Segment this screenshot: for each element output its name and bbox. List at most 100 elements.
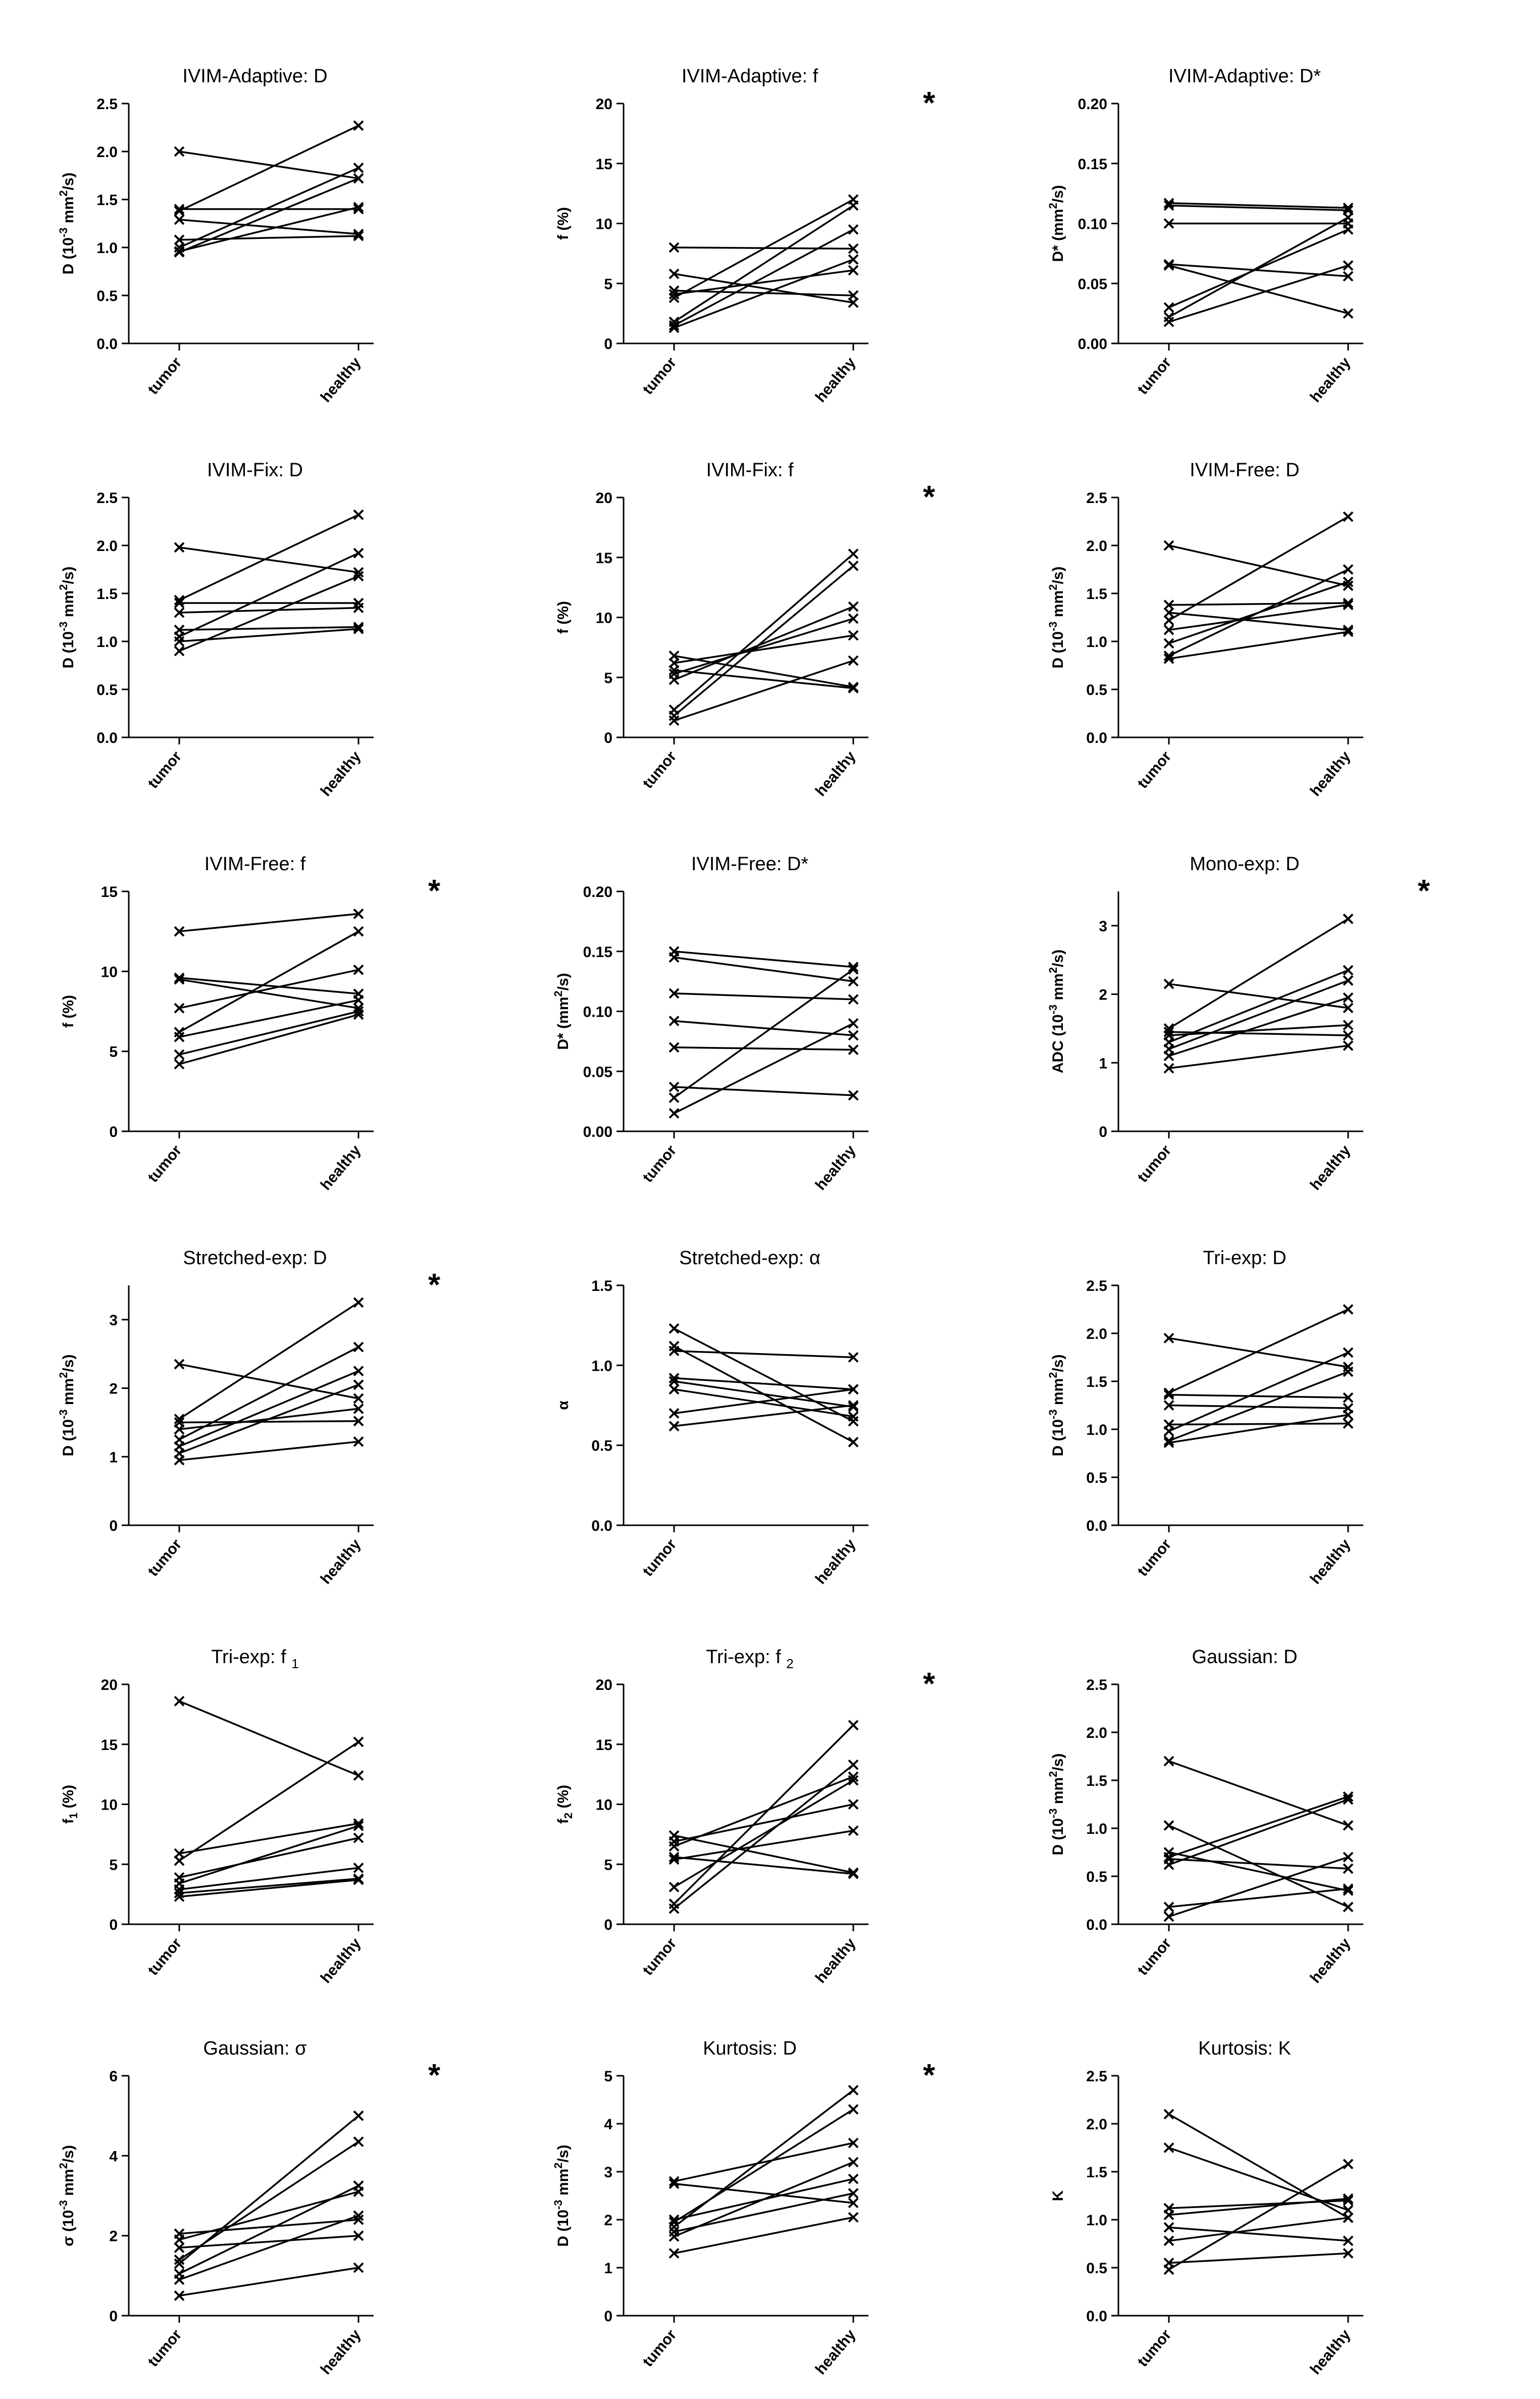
y-tick-label: 1.5 — [1086, 586, 1107, 603]
panel-title: IVIM-Adaptive: f — [682, 66, 818, 87]
y-label-text: /s) — [60, 173, 77, 190]
y-label-superscript: 2 — [552, 2163, 564, 2169]
y-label-text: /s) — [555, 2145, 572, 2163]
point-tumor-5 — [1163, 624, 1174, 635]
subject-line-5 — [674, 198, 854, 299]
panel-title: IVIM-Adaptive: D* — [1168, 66, 1321, 87]
y-tick-label: 0.0 — [1086, 1518, 1107, 1534]
point-tumor-6 — [174, 1031, 185, 1042]
subject-line-1 — [179, 1700, 359, 1777]
y-tick-label: 0 — [604, 1917, 612, 1933]
y-tick-label: 2.0 — [1086, 1326, 1107, 1342]
point-healthy-7 — [353, 1379, 364, 1390]
point-tumor-5 — [669, 2221, 680, 2232]
x-tick-label: healthy — [318, 2326, 365, 2378]
panel-title-text: Gaussian: D — [1192, 1646, 1297, 1668]
y-tick-label: 20 — [101, 1677, 118, 1693]
subject-line-8 — [674, 660, 854, 722]
subject-line-2 — [1168, 1308, 1349, 1394]
subject-line-5 — [1168, 1422, 1349, 1426]
x-tick-label: tumor — [639, 748, 680, 792]
x-tick-label: tumor — [144, 354, 185, 398]
point-tumor-3 — [669, 988, 680, 999]
subject-line-1 — [179, 151, 359, 179]
subject-line-3 — [179, 978, 359, 1009]
point-tumor-2 — [669, 1340, 680, 1352]
panel-title-text: IVIM-Free: D — [1190, 460, 1299, 481]
point-tumor-8 — [1163, 1911, 1174, 1922]
point-healthy-1 — [848, 2137, 859, 2148]
y-tick-label: 0.0 — [96, 730, 118, 746]
point-tumor-5 — [669, 1854, 680, 1865]
x-tick-label: healthy — [318, 1536, 365, 1587]
subject-line-8 — [1168, 1044, 1349, 1069]
y-tick-label: 0.15 — [583, 944, 612, 961]
point-tumor-1 — [1163, 1756, 1174, 1767]
y-tick-label: 20 — [596, 96, 612, 113]
point-tumor-4 — [669, 1852, 680, 1863]
point-healthy-6 — [1343, 224, 1354, 235]
y-tick-label: 0 — [109, 1124, 118, 1140]
y-axis-label: f (%) — [555, 207, 572, 240]
y-tick-label: 1.0 — [96, 240, 118, 257]
point-healthy-2 — [848, 1799, 859, 1810]
point-healthy-6 — [353, 1366, 364, 1377]
point-healthy-4 — [353, 964, 364, 975]
point-tumor-8 — [174, 2290, 185, 2301]
x-tick-label: healthy — [318, 1142, 365, 1193]
subject-line-5 — [1168, 969, 1349, 1043]
point-tumor-3 — [174, 974, 185, 985]
point-tumor-1 — [174, 542, 185, 553]
y-tick-label: 2.5 — [1086, 2068, 1107, 2085]
y-tick-label: 5 — [604, 670, 612, 686]
point-healthy-1 — [848, 1416, 859, 1427]
y-tick-label: 0 — [109, 1518, 118, 1534]
subject-line-6 — [179, 167, 359, 248]
subject-line-8 — [673, 1764, 854, 1910]
y-label-text: f — [60, 1818, 77, 1824]
point-healthy-5 — [848, 1825, 859, 1836]
y-label-text: mm — [1050, 1777, 1066, 1809]
point-tumor-7 — [669, 1092, 680, 1103]
subject-line-5 — [1168, 604, 1349, 631]
y-label-text: σ (10 — [60, 2210, 77, 2246]
significance-star: * — [923, 480, 936, 515]
point-tumor-8 — [174, 1455, 185, 1466]
subject-line-8 — [1168, 264, 1349, 323]
point-healthy-8 — [848, 655, 859, 666]
subject-line-5 — [674, 606, 854, 681]
subject-line-8 — [674, 1022, 854, 1114]
point-healthy-1 — [353, 1393, 364, 1404]
point-tumor-4 — [174, 1003, 185, 1014]
subject-line-2 — [179, 1822, 359, 1855]
subject-line-8 — [1168, 2163, 1349, 2271]
y-tick-label: 5 — [109, 1044, 118, 1061]
point-tumor-7 — [1163, 1051, 1174, 1062]
y-label-text: /s) — [1050, 567, 1066, 584]
subject-line-2 — [1168, 602, 1349, 606]
point-tumor-2 — [1163, 1820, 1174, 1831]
y-label-text: /s) — [1050, 1355, 1066, 1372]
y-label-superscript: -3 — [57, 228, 70, 238]
y-label-text: f — [555, 1818, 572, 1824]
y-axis-label: f (%) — [60, 995, 77, 1028]
subject-line-2 — [1168, 918, 1349, 1029]
y-tick-label: 2.0 — [1086, 538, 1107, 555]
x-tick-label: healthy — [812, 748, 859, 799]
subject-line-5 — [674, 1380, 854, 1408]
point-healthy-3 — [1343, 1885, 1354, 1896]
point-healthy-8 — [848, 1759, 859, 1770]
point-healthy-7 — [353, 623, 364, 634]
y-label-superscript: 2 — [1047, 967, 1059, 973]
point-tumor-6 — [1163, 302, 1174, 313]
y-tick-label: 10 — [101, 964, 118, 980]
subject-line-8 — [674, 2216, 854, 2255]
panel-title-text: IVIM-Adaptive: D* — [1168, 66, 1321, 87]
x-tick-label: healthy — [1307, 2326, 1354, 2378]
point-healthy-6 — [353, 162, 364, 173]
y-tick-label: 2 — [1099, 987, 1107, 1004]
subject-line-1 — [674, 951, 854, 968]
significance-star: * — [1418, 874, 1430, 909]
y-tick-label: 0.20 — [583, 884, 612, 901]
point-healthy-8 — [353, 1009, 364, 1020]
